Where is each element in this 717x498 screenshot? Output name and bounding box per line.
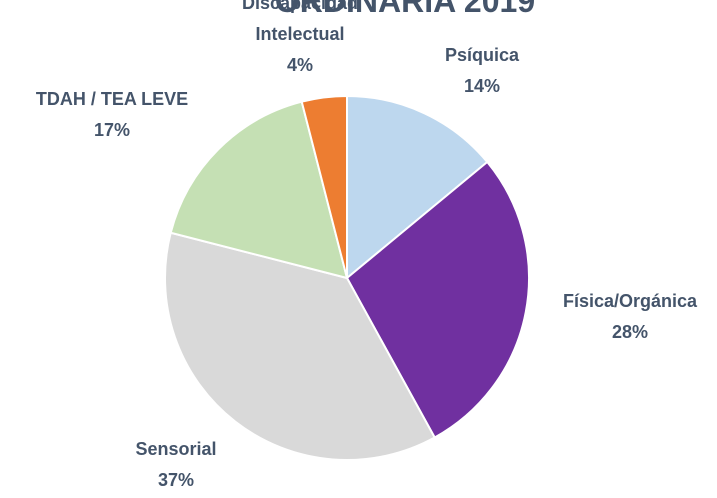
pie-slice bbox=[169, 100, 349, 280]
chart-title: ORDINARIA 2019 bbox=[275, 0, 535, 19]
percent-label: 4% bbox=[286, 55, 313, 75]
pie-slice bbox=[346, 94, 489, 281]
pie-slice bbox=[345, 160, 530, 439]
category-label: TDAH / TEA LEVE bbox=[35, 89, 189, 109]
pie-slice bbox=[164, 231, 437, 461]
category-label: Sensorial bbox=[135, 439, 217, 459]
percent-label: 17% bbox=[93, 120, 131, 140]
data-label: Física/Orgánica 28% bbox=[530, 286, 717, 348]
data-label: Psíquica 14% bbox=[392, 40, 572, 102]
data-label: TDAH / TEA LEVE 17% bbox=[12, 84, 212, 146]
percent-label: 37% bbox=[157, 470, 195, 490]
data-label: Discapacidad Intelectual 4% bbox=[230, 0, 370, 81]
category-label: Discapacidad Intelectual bbox=[241, 0, 359, 44]
percent-label: 28% bbox=[611, 322, 649, 342]
pie-slice bbox=[300, 94, 348, 279]
category-label: Psíquica bbox=[444, 45, 520, 65]
category-label: Física/Orgánica bbox=[562, 291, 698, 311]
data-label: Sensorial 37% bbox=[86, 434, 266, 496]
percent-label: 14% bbox=[463, 76, 501, 96]
